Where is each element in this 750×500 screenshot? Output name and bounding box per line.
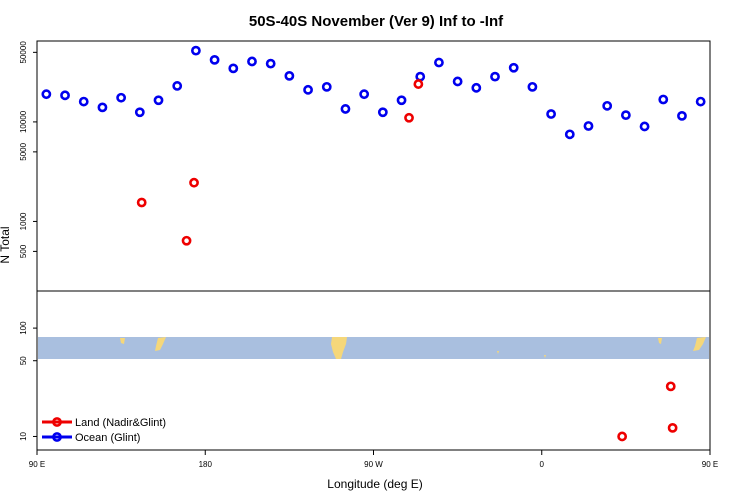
ocean-point	[172, 81, 183, 91]
land-point	[404, 112, 414, 123]
ocean-point	[658, 94, 669, 105]
y-top-tick-label: 50000	[19, 41, 28, 64]
land-patch	[497, 351, 499, 354]
legend-land-label: Land (Nadir&Glint)	[75, 417, 166, 429]
ocean-point	[191, 45, 201, 56]
ocean-point	[602, 100, 613, 111]
x-tick-label: 90 E	[29, 460, 45, 469]
land-patch	[331, 337, 347, 359]
y-top-tick-label: 500	[19, 244, 28, 258]
ocean-point	[265, 58, 276, 69]
y-top-tick-label: 10000	[19, 110, 28, 133]
ocean-point	[527, 81, 538, 92]
land-point	[617, 431, 628, 442]
land-patch	[658, 338, 662, 344]
y-bottom-tick-label: 50	[19, 356, 28, 365]
map-strip	[38, 337, 709, 359]
map-ocean-band	[38, 337, 709, 359]
x-tick-label: 90 W	[364, 460, 383, 469]
x-tick-label: 180	[199, 460, 213, 469]
x-axis: 90 E 180 90 W 0 90 E	[29, 450, 718, 469]
land-point	[181, 235, 192, 246]
y-axis-top: 500 1000 5000 10000 50000	[19, 41, 37, 258]
ocean-point	[303, 84, 313, 95]
y-top-tick-label: 5000	[19, 142, 28, 160]
ocean-point	[247, 56, 257, 67]
land-patch	[544, 355, 546, 358]
legend-ocean-marker	[52, 432, 62, 442]
ocean-point	[60, 90, 70, 101]
ocean-point	[284, 70, 295, 81]
ocean-point	[153, 95, 164, 106]
ocean-point	[415, 71, 426, 82]
ocean-point	[78, 96, 89, 107]
ocean-point	[471, 82, 482, 93]
ocean-point	[116, 92, 127, 103]
ocean-point	[677, 110, 687, 121]
ocean-point	[377, 107, 388, 118]
top-panel-frame	[36, 40, 711, 292]
ocean-point	[209, 54, 220, 65]
y-axis-label: N Total	[0, 226, 12, 263]
ocean-point	[508, 62, 519, 73]
ocean-point	[321, 81, 332, 92]
x-tick-label: 90 E	[702, 460, 718, 469]
land-point	[413, 79, 424, 89]
data-points	[41, 45, 706, 442]
x-axis-label: Longitude (deg E)	[327, 477, 422, 491]
ocean-point	[490, 71, 500, 82]
ocean-point	[620, 110, 631, 121]
ocean-point	[41, 89, 52, 100]
x-tick-label: 0	[540, 460, 545, 469]
ocean-point	[359, 89, 370, 100]
ocean-point	[452, 76, 463, 87]
legend-land-marker	[52, 417, 62, 427]
land-patch	[693, 337, 706, 351]
ocean-point	[583, 121, 594, 131]
ocean-point	[639, 121, 650, 132]
ocean-point	[695, 96, 706, 107]
land-patch	[155, 337, 166, 351]
ocean-point	[97, 102, 108, 113]
y-axis-bottom: 10 50 100	[19, 321, 37, 441]
land-point	[136, 197, 147, 208]
ocean-point	[564, 129, 575, 140]
y-top-tick-label: 1000	[19, 212, 28, 230]
land-point	[189, 177, 199, 188]
legend: Land (Nadir&Glint) Ocean (Glint)	[42, 417, 166, 444]
ocean-point	[134, 107, 145, 118]
legend-ocean-label: Ocean (Glint)	[75, 432, 140, 444]
land-point	[665, 381, 676, 392]
ocean-point	[228, 63, 239, 74]
chart-title: 50S-40S November (Ver 9) Inf to -Inf	[249, 13, 504, 30]
land-point	[667, 422, 678, 433]
ocean-point	[546, 109, 556, 119]
y-bottom-tick-label: 10	[19, 431, 28, 440]
ocean-point	[434, 57, 444, 68]
land-patch	[120, 338, 125, 344]
map-land	[120, 337, 706, 359]
y-bottom-tick-label: 100	[19, 321, 28, 335]
ocean-point	[340, 104, 351, 114]
ocean-point	[396, 95, 407, 106]
